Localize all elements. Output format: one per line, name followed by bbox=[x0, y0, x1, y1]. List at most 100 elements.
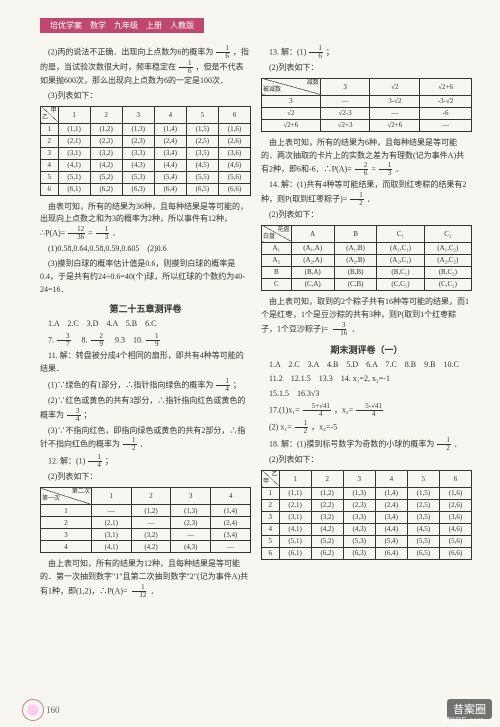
para: 14. 解：(1)共有4种等可能结果，而取到红枣粽的结果有2种，则P(取到红枣粽… bbox=[261, 179, 472, 207]
table-header-cell: A bbox=[291, 225, 334, 242]
table-cell: (3,1) bbox=[91, 529, 131, 541]
table-cell: (4,5) bbox=[407, 523, 439, 535]
table-cell: (2,2) bbox=[90, 135, 122, 147]
table-cell: (5,2) bbox=[311, 535, 343, 547]
table-cell: — bbox=[370, 107, 420, 119]
fraction: 16 bbox=[309, 45, 323, 60]
fraction: 26 bbox=[355, 162, 369, 177]
fraction: 5+√414 bbox=[303, 403, 331, 418]
table-header-cell: 1 bbox=[279, 470, 311, 487]
table-cell: (3,6) bbox=[218, 147, 250, 159]
table-cell: (3,1) bbox=[279, 511, 311, 523]
table-header-cell: 3 bbox=[171, 488, 211, 505]
table-header-cell: 2 bbox=[311, 470, 343, 487]
table-cell: (5,1) bbox=[58, 171, 90, 183]
table-cell: (1,1) bbox=[58, 123, 90, 135]
text: ； bbox=[326, 47, 334, 56]
table-cell: (1,2) bbox=[131, 505, 171, 517]
table-cell: (1,3) bbox=[343, 487, 375, 499]
para: 13. 解：(1) 16 ； bbox=[261, 45, 472, 60]
table-cell: (6,6) bbox=[218, 183, 250, 195]
para: (2)列表如下： bbox=[261, 209, 472, 222]
table-header-cell: 4 bbox=[375, 470, 407, 487]
table-cell: (4,1) bbox=[279, 523, 311, 535]
table-row-header: 2 bbox=[41, 517, 92, 529]
text: ，x₂=-5 bbox=[311, 422, 337, 431]
para: 1.A 2.C 3.A 4.B 5.D 6.A 7.C 8.B 9.B 10.C bbox=[261, 359, 472, 372]
final-exam-header: 期末测评卷（一） bbox=[261, 343, 472, 356]
text: ． bbox=[367, 195, 375, 204]
table-cell: (B,A) bbox=[291, 266, 334, 278]
left-column: (2)丙的说法不正确．出现向上点数为6的概率为 16 ，指的是，当试验次数很大时… bbox=[40, 43, 251, 601]
table-cell: (5,5) bbox=[186, 171, 218, 183]
table-row-header: 6 bbox=[41, 183, 59, 195]
table-cell: (5,2) bbox=[90, 171, 122, 183]
table-cell: (2,5) bbox=[407, 499, 439, 511]
table-cell: (6,3) bbox=[343, 547, 375, 559]
table-cell: (A₂,A) bbox=[291, 254, 334, 266]
para: 17.(1)x₁= 5+√414 ，x₂= 5-√414 bbox=[261, 403, 472, 418]
right-column: 13. 解：(1) 16 ； (2)列表如下： 减数被减数3√2√2+63—3-… bbox=[261, 43, 472, 601]
para: 18. 解：(1)摸到标号数字为奇数的小球的概率为 12 ． bbox=[261, 437, 472, 452]
table-row-header: A₂ bbox=[262, 254, 292, 266]
table-cell: -3-√2 bbox=[420, 95, 472, 107]
table-row-header: 1 bbox=[41, 505, 92, 517]
fraction: 5-√414 bbox=[356, 403, 383, 418]
table-cell: (2,4) bbox=[154, 135, 186, 147]
text: (1)∵绿色的有1部分，∴指针指向绿色的概率为 bbox=[48, 380, 213, 389]
para: (2)列表如下： bbox=[261, 62, 472, 75]
table-header-cell: 3 bbox=[320, 78, 370, 95]
table-row-header: 5 bbox=[262, 535, 280, 547]
table-cell: (4,4) bbox=[375, 523, 407, 535]
text: 12. 解：(1) bbox=[48, 457, 85, 466]
table-header-cell: C₁ bbox=[377, 225, 424, 242]
table-cell: (6,4) bbox=[154, 183, 186, 195]
table-cell: (3,2) bbox=[90, 147, 122, 159]
table-header-cell: 6 bbox=[439, 470, 471, 487]
table-cell: (5,4) bbox=[375, 535, 407, 547]
table-cell: (5,5) bbox=[407, 535, 439, 547]
table-cell: (4,6) bbox=[439, 523, 471, 535]
table-cell: (6,6) bbox=[439, 547, 471, 559]
table-diag-cell: 第二次第一次 bbox=[41, 488, 92, 505]
fraction: 29 bbox=[91, 333, 105, 348]
para: 12. 解：(1) 14 ； bbox=[40, 454, 251, 469]
text: 9.3 10. bbox=[107, 336, 143, 345]
table-cell: (1,1) bbox=[279, 487, 311, 499]
table-cell: — bbox=[211, 541, 251, 553]
table-row-header: 2 bbox=[262, 499, 280, 511]
table-cell: (1,6) bbox=[439, 487, 471, 499]
table-cell: (6,3) bbox=[122, 183, 154, 195]
para: 由表可知，所有的结果为36种，且每种结果是等可能的，出现向上点数之和为3的概率为… bbox=[40, 201, 251, 242]
para: (2)列表如下： bbox=[261, 454, 472, 467]
table-cell: — bbox=[420, 119, 472, 131]
table-cell: (A₁,C₂) bbox=[424, 242, 471, 254]
table-cell: (A₁,B) bbox=[334, 242, 376, 254]
text: ； bbox=[84, 410, 92, 419]
table-cell: (4,5) bbox=[186, 159, 218, 171]
watermark-url: MXQE.com bbox=[443, 716, 484, 725]
flower-icon bbox=[22, 699, 44, 721]
table-cell: (4,4) bbox=[154, 159, 186, 171]
table-cell: (2,3) bbox=[122, 135, 154, 147]
table-cell: (3,5) bbox=[186, 147, 218, 159]
text: ． bbox=[150, 586, 158, 595]
fraction: 14 bbox=[88, 454, 102, 469]
table-row-header: B bbox=[262, 266, 292, 278]
text: ． bbox=[351, 324, 359, 333]
two-columns: (2)丙的说法不正确．出现向上点数为6的概率为 16 ，指的是，当试验次数很大时… bbox=[40, 43, 472, 601]
table-cell: (A₁,A) bbox=[291, 242, 334, 254]
fraction: 19 bbox=[146, 333, 160, 348]
table-cell: (4,6) bbox=[218, 159, 250, 171]
para: 由上表可知，所有的结果为6种，且每种结果是等可能的．两次抽取的卡片上的实数之差为… bbox=[261, 137, 472, 178]
table-cell: — bbox=[171, 529, 211, 541]
fraction: 34 bbox=[67, 408, 81, 423]
table-header-cell: 3 bbox=[343, 470, 375, 487]
table-cell: (6,5) bbox=[186, 183, 218, 195]
table-header-cell: 5 bbox=[407, 470, 439, 487]
table-cell: (4,1) bbox=[91, 541, 131, 553]
text: ． bbox=[112, 229, 120, 238]
table-3: 减数被减数3√2√2+63—3-√2-3-√2√2√2-3—-6√2+6√2+3… bbox=[261, 78, 472, 132]
fraction: 16 bbox=[216, 45, 230, 60]
table-cell: (2,6) bbox=[218, 135, 250, 147]
